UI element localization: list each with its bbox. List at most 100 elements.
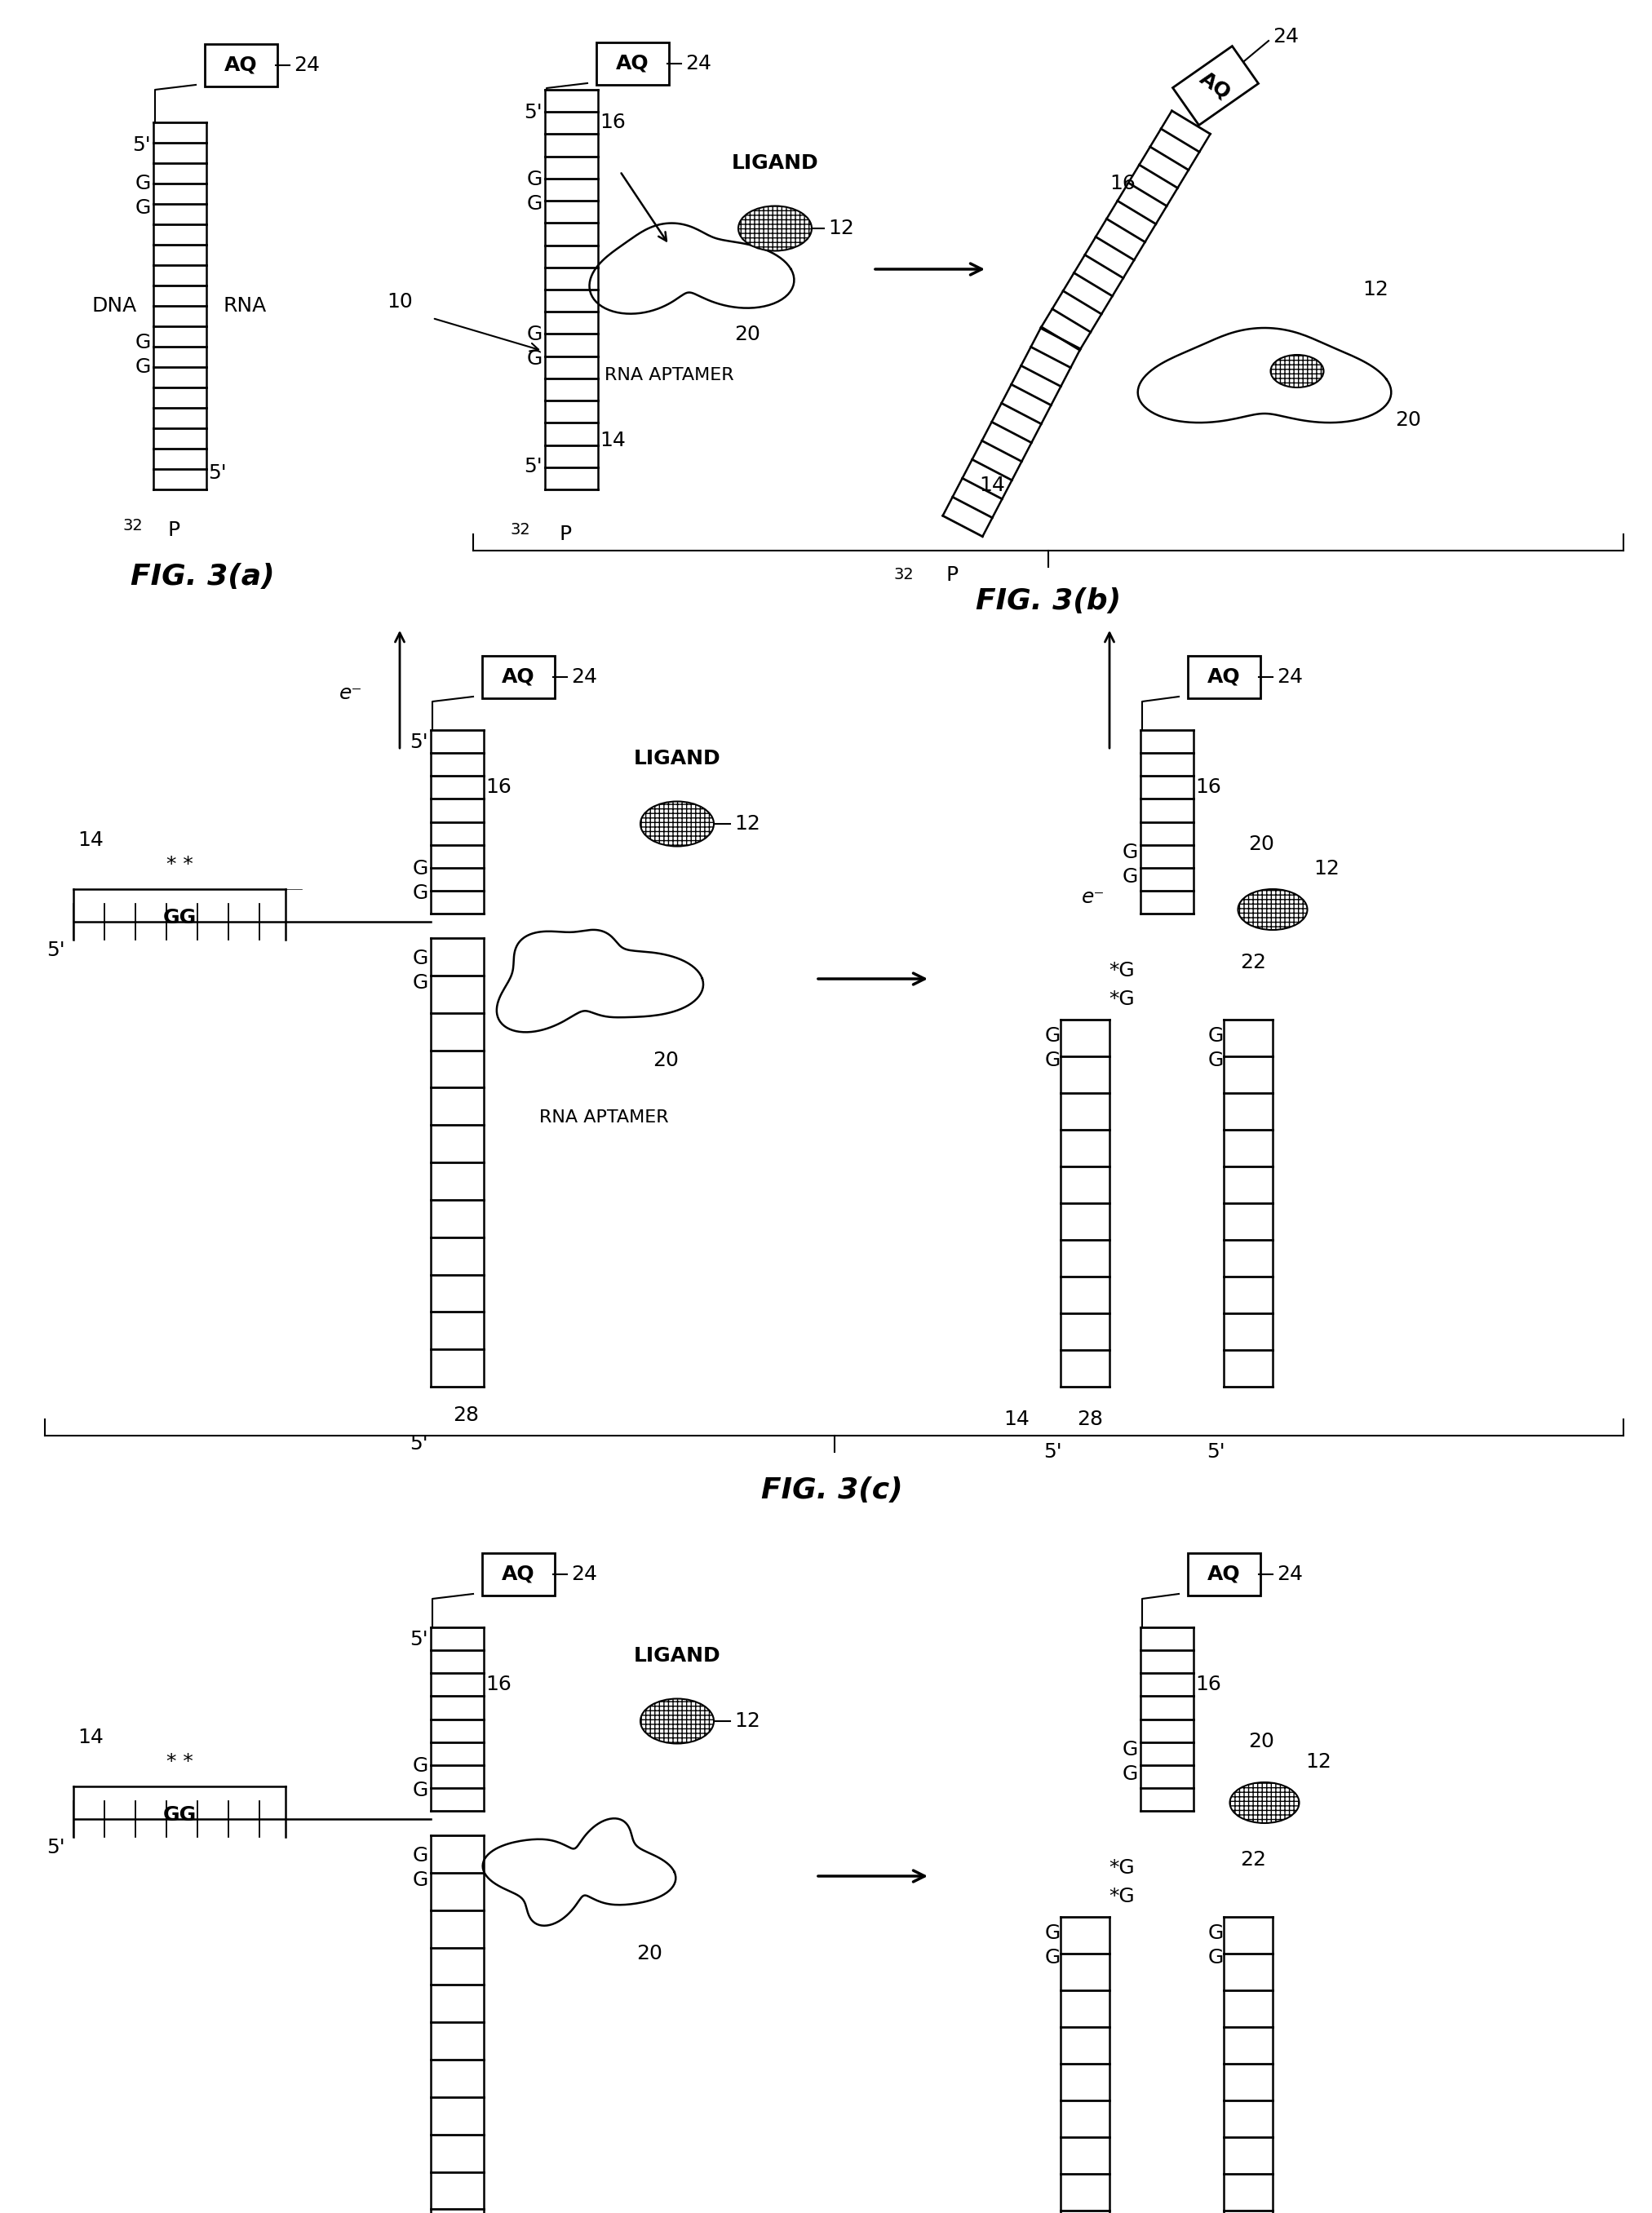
Text: 16: 16 bbox=[1194, 1675, 1221, 1695]
Text: G: G bbox=[1208, 1051, 1224, 1071]
Text: G: G bbox=[1208, 1923, 1224, 1943]
Text: *G: *G bbox=[1108, 989, 1135, 1009]
Text: 24: 24 bbox=[1277, 668, 1303, 686]
Text: 24: 24 bbox=[572, 668, 596, 686]
FancyBboxPatch shape bbox=[1188, 655, 1260, 699]
Text: 16: 16 bbox=[1110, 175, 1135, 193]
Text: 22: 22 bbox=[1241, 954, 1265, 972]
Text: AQ: AQ bbox=[225, 55, 258, 75]
Text: e⁻: e⁻ bbox=[1082, 887, 1105, 907]
Text: AQ: AQ bbox=[1208, 1565, 1241, 1585]
Text: FIG. 3(a): FIG. 3(a) bbox=[131, 562, 274, 591]
Text: 5': 5' bbox=[524, 102, 542, 122]
Text: 12: 12 bbox=[828, 219, 854, 239]
Text: FIG. 3(c): FIG. 3(c) bbox=[762, 1476, 904, 1505]
Text: G: G bbox=[1208, 1027, 1224, 1047]
Text: G: G bbox=[1044, 1027, 1061, 1047]
Text: G: G bbox=[1122, 1764, 1138, 1784]
FancyBboxPatch shape bbox=[1188, 1554, 1260, 1596]
Text: * *: * * bbox=[167, 854, 193, 874]
Text: AQ: AQ bbox=[502, 1565, 535, 1585]
Text: LIGAND: LIGAND bbox=[634, 748, 720, 768]
Text: 5': 5' bbox=[132, 135, 150, 155]
Text: 20: 20 bbox=[653, 1051, 679, 1071]
Text: 5': 5' bbox=[410, 1434, 428, 1454]
Text: G: G bbox=[527, 170, 542, 190]
Text: 14: 14 bbox=[78, 830, 104, 850]
Text: 20: 20 bbox=[1249, 834, 1274, 854]
Text: 20: 20 bbox=[1394, 409, 1421, 429]
Text: AQ: AQ bbox=[1208, 668, 1241, 686]
Ellipse shape bbox=[738, 206, 811, 250]
Text: G: G bbox=[413, 1757, 428, 1775]
Text: G: G bbox=[1122, 867, 1138, 887]
FancyBboxPatch shape bbox=[596, 42, 669, 84]
Text: 16: 16 bbox=[600, 113, 626, 133]
Text: 24: 24 bbox=[686, 53, 712, 73]
Text: G: G bbox=[527, 325, 542, 345]
Ellipse shape bbox=[641, 801, 714, 845]
Text: e⁻: e⁻ bbox=[339, 684, 362, 704]
Text: 14: 14 bbox=[600, 432, 626, 449]
Text: 5': 5' bbox=[208, 463, 226, 482]
Ellipse shape bbox=[1229, 1781, 1298, 1824]
Text: 10: 10 bbox=[387, 292, 413, 312]
Text: * *: * * bbox=[167, 1753, 193, 1773]
Text: *G: *G bbox=[1108, 1859, 1135, 1879]
Text: G: G bbox=[413, 1846, 428, 1866]
Text: G: G bbox=[413, 974, 428, 994]
Text: G: G bbox=[527, 195, 542, 215]
Text: P: P bbox=[947, 564, 958, 584]
Text: FIG. 3(b): FIG. 3(b) bbox=[976, 586, 1122, 615]
Text: G: G bbox=[413, 1781, 428, 1799]
Text: 28: 28 bbox=[1077, 1410, 1104, 1430]
Text: 16: 16 bbox=[486, 1675, 512, 1695]
Text: 5': 5' bbox=[524, 456, 542, 476]
Text: 32: 32 bbox=[122, 518, 142, 533]
Text: RNA APTAMER: RNA APTAMER bbox=[539, 1109, 669, 1126]
Text: 12: 12 bbox=[1313, 859, 1340, 879]
Text: RNA: RNA bbox=[223, 297, 266, 316]
Text: 12: 12 bbox=[1363, 279, 1388, 299]
Text: G: G bbox=[135, 175, 150, 193]
Text: *G: *G bbox=[1108, 960, 1135, 980]
Text: G: G bbox=[1044, 1051, 1061, 1071]
Text: 16: 16 bbox=[486, 777, 512, 797]
Text: 24: 24 bbox=[572, 1565, 596, 1585]
Text: G: G bbox=[413, 859, 428, 879]
Text: RNA APTAMER: RNA APTAMER bbox=[605, 367, 733, 383]
Text: 24: 24 bbox=[1277, 1565, 1303, 1585]
Text: 28: 28 bbox=[453, 1405, 479, 1425]
Text: G: G bbox=[413, 1870, 428, 1890]
FancyBboxPatch shape bbox=[482, 1554, 555, 1596]
FancyBboxPatch shape bbox=[1173, 46, 1259, 126]
Text: 5': 5' bbox=[46, 1837, 66, 1857]
Text: 14: 14 bbox=[980, 476, 1004, 496]
Text: 14: 14 bbox=[78, 1728, 104, 1748]
Text: 5': 5' bbox=[46, 941, 66, 960]
Text: AQ: AQ bbox=[616, 53, 649, 73]
Text: AQ: AQ bbox=[1196, 69, 1234, 104]
Text: 5': 5' bbox=[1042, 1443, 1062, 1463]
Text: G: G bbox=[1122, 1739, 1138, 1759]
Text: G: G bbox=[413, 949, 428, 969]
Text: 32: 32 bbox=[894, 567, 914, 582]
Text: 24: 24 bbox=[1272, 27, 1298, 46]
Text: 5': 5' bbox=[410, 1629, 428, 1649]
Text: G: G bbox=[135, 199, 150, 217]
Text: G: G bbox=[135, 356, 150, 376]
Text: G: G bbox=[413, 883, 428, 903]
Text: 32: 32 bbox=[510, 522, 530, 538]
Text: 16: 16 bbox=[1194, 777, 1221, 797]
Text: LIGAND: LIGAND bbox=[732, 153, 818, 173]
Ellipse shape bbox=[641, 1700, 714, 1744]
Text: P: P bbox=[558, 524, 572, 544]
Text: G: G bbox=[527, 350, 542, 370]
Text: 12: 12 bbox=[733, 1711, 760, 1731]
FancyBboxPatch shape bbox=[205, 44, 278, 86]
Text: DNA: DNA bbox=[91, 297, 137, 316]
Text: 22: 22 bbox=[1241, 1850, 1265, 1870]
FancyBboxPatch shape bbox=[482, 655, 555, 699]
Text: 20: 20 bbox=[636, 1943, 662, 1963]
Text: G: G bbox=[1044, 1923, 1061, 1943]
